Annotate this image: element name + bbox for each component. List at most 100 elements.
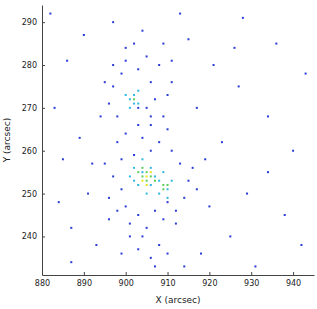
- point: [242, 17, 244, 19]
- point: [137, 171, 139, 173]
- tick-label: 270: [22, 104, 37, 113]
- point: [121, 158, 123, 160]
- point: [133, 167, 135, 169]
- point: [141, 175, 143, 177]
- tick: 240: [22, 232, 45, 241]
- point: [129, 223, 131, 225]
- tick: 910: [160, 272, 175, 288]
- point: [133, 94, 135, 96]
- point: [292, 150, 294, 152]
- point: [116, 115, 118, 117]
- point: [137, 90, 139, 92]
- point: [196, 188, 198, 190]
- point: [133, 180, 135, 182]
- tick-mark: [42, 22, 45, 23]
- point: [146, 55, 148, 57]
- point: [162, 171, 164, 173]
- plot-area: 880890900910920930940240250260270280290: [22, 6, 315, 288]
- point: [254, 265, 256, 267]
- point: [70, 261, 72, 263]
- point: [154, 180, 156, 182]
- point: [233, 47, 235, 49]
- point: [116, 210, 118, 212]
- tick-mark: [84, 272, 85, 275]
- tick: 290: [22, 18, 45, 27]
- point: [167, 128, 169, 130]
- series: [141, 171, 151, 186]
- point: [162, 188, 164, 190]
- point: [137, 248, 139, 250]
- point: [146, 107, 148, 109]
- point: [238, 85, 240, 87]
- point: [112, 64, 114, 66]
- point: [154, 265, 156, 267]
- tick-mark: [42, 108, 45, 109]
- point: [158, 141, 160, 143]
- point: [171, 150, 173, 152]
- point: [150, 171, 152, 173]
- point: [175, 210, 177, 212]
- y-axis-title: Y (arcsec): [2, 118, 12, 164]
- point: [229, 235, 231, 237]
- point: [171, 180, 173, 182]
- point: [137, 103, 139, 105]
- point: [129, 107, 131, 109]
- point: [171, 81, 173, 83]
- point: [133, 98, 135, 100]
- point: [158, 180, 160, 182]
- tick: 940: [286, 272, 301, 288]
- point: [141, 180, 143, 182]
- tick-mark: [42, 236, 45, 237]
- point: [162, 184, 164, 186]
- point: [141, 167, 143, 169]
- point: [284, 214, 286, 216]
- tick-label: 910: [160, 279, 175, 288]
- point: [104, 163, 106, 165]
- tick-label: 260: [22, 147, 37, 156]
- point: [162, 43, 164, 45]
- point: [154, 210, 156, 212]
- point: [146, 171, 148, 173]
- point: [150, 81, 152, 83]
- point: [104, 81, 106, 83]
- tick: 930: [244, 272, 259, 288]
- point: [150, 175, 152, 177]
- point: [133, 43, 135, 45]
- point: [146, 180, 148, 182]
- point: [137, 184, 139, 186]
- point: [112, 175, 114, 177]
- series: [133, 98, 168, 190]
- point: [129, 235, 131, 237]
- points: [49, 13, 306, 268]
- tick-label: 280: [22, 61, 37, 70]
- point: [121, 188, 123, 190]
- point: [137, 124, 139, 126]
- tick-label: 890: [77, 279, 92, 288]
- point: [125, 94, 127, 96]
- point: [179, 163, 181, 165]
- point: [213, 64, 215, 66]
- point: [171, 60, 173, 62]
- point: [125, 47, 127, 49]
- point: [49, 13, 51, 15]
- point: [108, 103, 110, 105]
- axis-line: [43, 275, 315, 276]
- point: [167, 201, 169, 203]
- point: [162, 115, 164, 117]
- point: [83, 34, 85, 36]
- point: [112, 21, 114, 23]
- point: [141, 158, 143, 160]
- tick-label: 880: [35, 279, 50, 288]
- tick: 890: [77, 272, 92, 288]
- tick-mark: [293, 272, 294, 275]
- point: [208, 205, 210, 207]
- axis-line: [42, 6, 43, 276]
- point: [125, 133, 127, 135]
- point: [158, 193, 160, 195]
- tick-mark: [42, 194, 45, 195]
- tick-mark: [126, 272, 127, 275]
- x-axis: 880890900910920930940: [35, 272, 315, 288]
- point: [62, 158, 64, 160]
- point: [150, 257, 152, 259]
- point: [79, 137, 81, 139]
